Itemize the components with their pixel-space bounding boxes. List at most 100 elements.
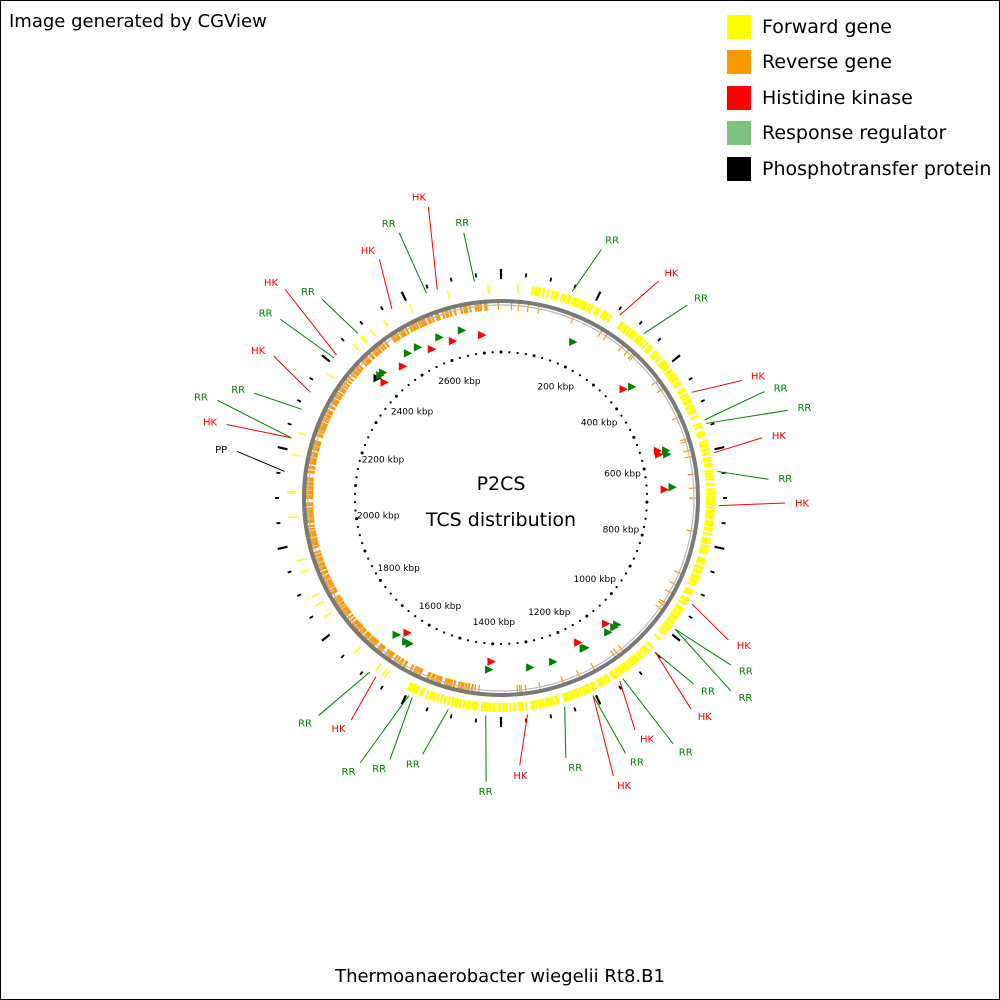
inner-ring-dot	[641, 459, 644, 462]
forward-gene-mark	[579, 300, 585, 310]
forward-gene-mark	[695, 430, 705, 436]
inner-ring-dot	[556, 630, 560, 634]
forward-gene-mark	[685, 405, 695, 412]
inner-ring-dot	[353, 492, 357, 495]
kbp-tick-label: 1800 kbp	[377, 564, 420, 574]
legend-item-hk: Histidine kinase	[727, 80, 991, 116]
minor-tick	[425, 707, 429, 712]
inner-ring-dot	[645, 484, 648, 487]
inner-ring-dot	[591, 383, 595, 387]
forward-gene-mark	[418, 687, 425, 697]
forward-gene-mark	[704, 521, 714, 525]
inner-ring-dot	[354, 484, 358, 488]
forward-gene-mark	[692, 422, 702, 428]
inner-ring-dot	[541, 636, 544, 640]
forward-gene-mark	[703, 464, 713, 468]
inner-ring-dot	[632, 557, 635, 560]
forward-gene-mark	[690, 574, 700, 581]
forward-gene-mark	[512, 702, 516, 712]
forward-gene-mark	[584, 684, 590, 694]
inner-ring-dot	[571, 624, 574, 627]
inner-ring-dot	[548, 359, 552, 362]
forward-gene-mark	[432, 692, 438, 702]
inner-ring-dot	[508, 642, 511, 645]
tcs-mark-hk	[478, 330, 487, 340]
forward-gene-mark	[589, 681, 596, 692]
inner-ring-dot	[384, 407, 387, 410]
forward-gene-mark	[408, 682, 415, 693]
forward-gene-mark	[678, 599, 688, 606]
forward-gene-mark	[577, 687, 584, 697]
forward-gene-mark	[687, 410, 698, 416]
forward-gene-mark	[649, 350, 659, 359]
inner-ring-dot	[389, 401, 392, 404]
inner-ring-dot	[620, 414, 623, 417]
inner-ring-dot	[356, 525, 360, 529]
tcs-mark-rr	[402, 637, 411, 646]
callout-label: RR	[301, 287, 315, 298]
forward-gene-mark	[699, 548, 709, 553]
forward-gene-swatch	[727, 14, 751, 39]
tcs-mark-hk	[448, 336, 458, 346]
forward-gene-mark	[632, 653, 641, 662]
forward-gene-mark	[548, 696, 553, 707]
tcs-mark-rr	[610, 623, 619, 632]
inner-ring-dot	[428, 369, 431, 372]
forward-gene-mark	[544, 697, 549, 708]
forward-gene-mark	[439, 694, 445, 704]
forward-gene-mark	[671, 609, 681, 617]
forward-gene-mark	[435, 693, 441, 703]
minor-tick	[359, 320, 364, 325]
inner-ring-dot	[508, 351, 511, 354]
inner-ring-dot	[532, 354, 536, 358]
inner-ring-dot	[516, 641, 519, 645]
forward-gene-mark	[582, 301, 589, 311]
tcs-mark-hk	[398, 362, 408, 371]
callout-label: RR	[406, 759, 420, 770]
kbp-tick-label: 2200 kbp	[362, 456, 405, 466]
forward-gene-mark	[553, 291, 558, 301]
inner-ring-dot	[598, 604, 601, 607]
forward-gene-mark	[559, 292, 565, 303]
forward-gene-mark	[694, 563, 704, 569]
inner-ring-dot	[548, 634, 552, 637]
inner-ring-dot	[450, 358, 454, 362]
inner-ring-dot	[563, 365, 567, 369]
major-tick	[277, 445, 288, 451]
minor-tick	[700, 399, 706, 403]
callout-leader-line	[705, 409, 788, 424]
forward-gene-mark	[632, 334, 641, 343]
inner-ring-dot	[645, 500, 649, 504]
forward-gene-mark	[613, 668, 621, 678]
forward-gene-mark	[563, 692, 569, 702]
inner-ring-dot	[458, 356, 461, 360]
forward-gene-mark	[566, 295, 573, 305]
forward-gene-mark	[326, 372, 335, 380]
forward-gene-mark	[582, 685, 589, 695]
inner-ring-dot	[435, 627, 438, 631]
inner-ring-dot	[564, 627, 567, 631]
forward-gene-mark	[702, 531, 713, 536]
forward-gene-mark	[550, 696, 556, 706]
inner-ring-dot	[389, 592, 392, 595]
forward-gene-mark	[664, 620, 673, 628]
kbp-tick-label: 1600 kbp	[419, 602, 462, 612]
forward-gene-mark	[475, 701, 479, 711]
histidine-kinase-swatch	[727, 85, 751, 110]
tcs-mark-hk	[380, 378, 389, 387]
forward-gene-mark	[641, 341, 649, 350]
forward-gene-mark	[414, 685, 421, 695]
minor-tick	[296, 593, 302, 597]
callout-label: HK	[664, 269, 679, 280]
forward-gene-mark	[591, 681, 598, 691]
forward-gene-mark	[657, 359, 666, 368]
forward-gene-mark	[645, 346, 654, 355]
inner-ring-dot	[374, 421, 378, 425]
minor-tick	[573, 707, 577, 712]
minor-tick	[618, 306, 623, 311]
forward-gene-mark	[654, 355, 663, 364]
minor-tick	[657, 337, 662, 342]
minor-tick	[287, 570, 292, 574]
minor-tick	[710, 570, 715, 574]
forward-gene-mark	[700, 543, 710, 549]
